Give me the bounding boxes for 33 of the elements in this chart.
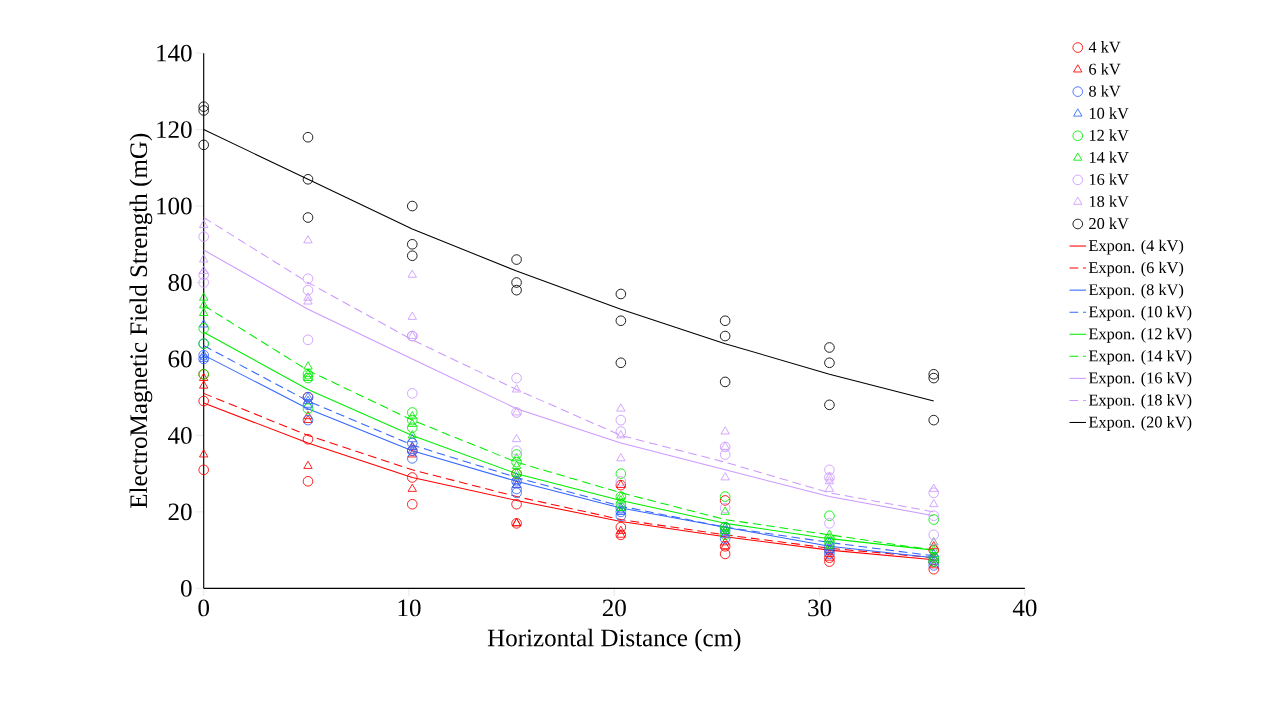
legend-label: Expon. (6 kV) — [1088, 261, 1184, 277]
legend-label: 14 kV — [1089, 151, 1129, 163]
y-tick-label: 80 — [168, 273, 192, 291]
legend-label: 12 kV — [1089, 129, 1129, 141]
legend-label: Expon. (10 kV) — [1088, 305, 1192, 321]
legend-label: 18 kV — [1089, 195, 1129, 207]
y-tick-label: 0 — [181, 579, 192, 597]
legend-label: Expon. (8 kV) — [1088, 283, 1184, 299]
x-tick-label: 10 — [398, 599, 421, 617]
y-tick-label: 20 — [168, 503, 192, 521]
y-tick-label: 40 — [168, 426, 192, 444]
legend-label: Expon. (18 kV) — [1088, 393, 1192, 409]
legend-label: 6 kV — [1089, 63, 1121, 75]
x-tick-label: 40 — [1012, 599, 1037, 617]
legend-label: Expon. (12 kV) — [1088, 327, 1192, 343]
legend-label: 16 kV — [1089, 173, 1129, 185]
legend-label: Expon. (16 kV) — [1088, 371, 1192, 387]
legend-label: Expon. (14 kV) — [1088, 349, 1192, 365]
x-tick-label: 20 — [602, 599, 626, 617]
x-tick-label: 30 — [808, 599, 832, 617]
y-tick-label: 60 — [168, 350, 192, 368]
y-tick-label: 140 — [157, 44, 192, 62]
y-axis-title: ElectroMagnetic Field Strength (mG) — [129, 133, 153, 508]
legend-label: 20 kV — [1089, 217, 1129, 230]
legend-label: Expon. (20 kV) — [1088, 415, 1192, 431]
legend-label: Expon. (4 kV) — [1088, 239, 1184, 255]
legend-label: 4 kV — [1088, 40, 1121, 53]
x-axis-title: Horizontal Distance (cm) — [487, 628, 741, 652]
legend-label: 10 kV — [1089, 107, 1129, 119]
y-tick-label: 120 — [157, 121, 192, 138]
x-tick-label: 0 — [198, 599, 209, 617]
y-tick-label: 100 — [157, 197, 192, 215]
legend-label: 8 kV — [1089, 85, 1121, 97]
